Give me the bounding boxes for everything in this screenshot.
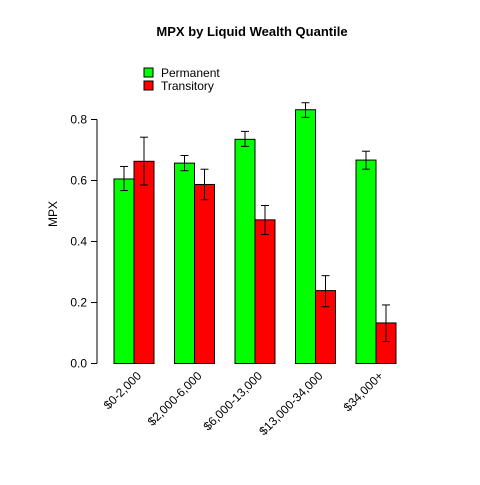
bars-group — [113, 109, 397, 365]
bar-permanent-4 — [355, 159, 377, 364]
y-axis-label: MPX — [46, 201, 60, 227]
x-axis: $0-2,000 $2,000-6,000$6,000-13,000$13,000… — [101, 368, 386, 438]
y-tick-label-1: 0.2 — [70, 296, 87, 310]
y-tick-label-4: 0.8 — [70, 113, 87, 127]
bar-permanent-3 — [295, 109, 316, 364]
error-bars-group — [120, 102, 390, 343]
legend-swatch-transitory — [143, 80, 154, 91]
legend-label-permanent: Permanent — [161, 66, 220, 80]
legend-swatch-permanent — [143, 67, 154, 78]
x-tick-label-4: $34,000+ — [341, 369, 387, 415]
bar-permanent-0 — [113, 178, 135, 364]
x-tick-label-2: $6,000-13,000 — [200, 368, 265, 433]
y-tick-label-0: 0.0 — [70, 357, 87, 371]
bar-permanent-1 — [174, 162, 195, 364]
legend-label-transitory: Transitory — [161, 79, 214, 93]
bar-transitory-0 — [133, 160, 155, 364]
x-tick-label-0: $0-2,000 — [101, 368, 145, 412]
chart-title: MPX by Liquid Wealth Quantile — [156, 24, 347, 39]
bar-transitory-1 — [194, 183, 215, 364]
y-axis: 0.0 0.2 0.4 0.6 0.8 — [70, 113, 98, 371]
bar-transitory-2 — [254, 219, 276, 364]
y-tick-label-2: 0.4 — [70, 235, 87, 249]
y-tick-label-3: 0.6 — [70, 174, 87, 188]
bar-permanent-2 — [234, 138, 256, 364]
x-tick-label-1: $2,000-6,000 — [145, 368, 205, 428]
x-tick-label-3: $13,000-34,000 — [256, 368, 326, 438]
